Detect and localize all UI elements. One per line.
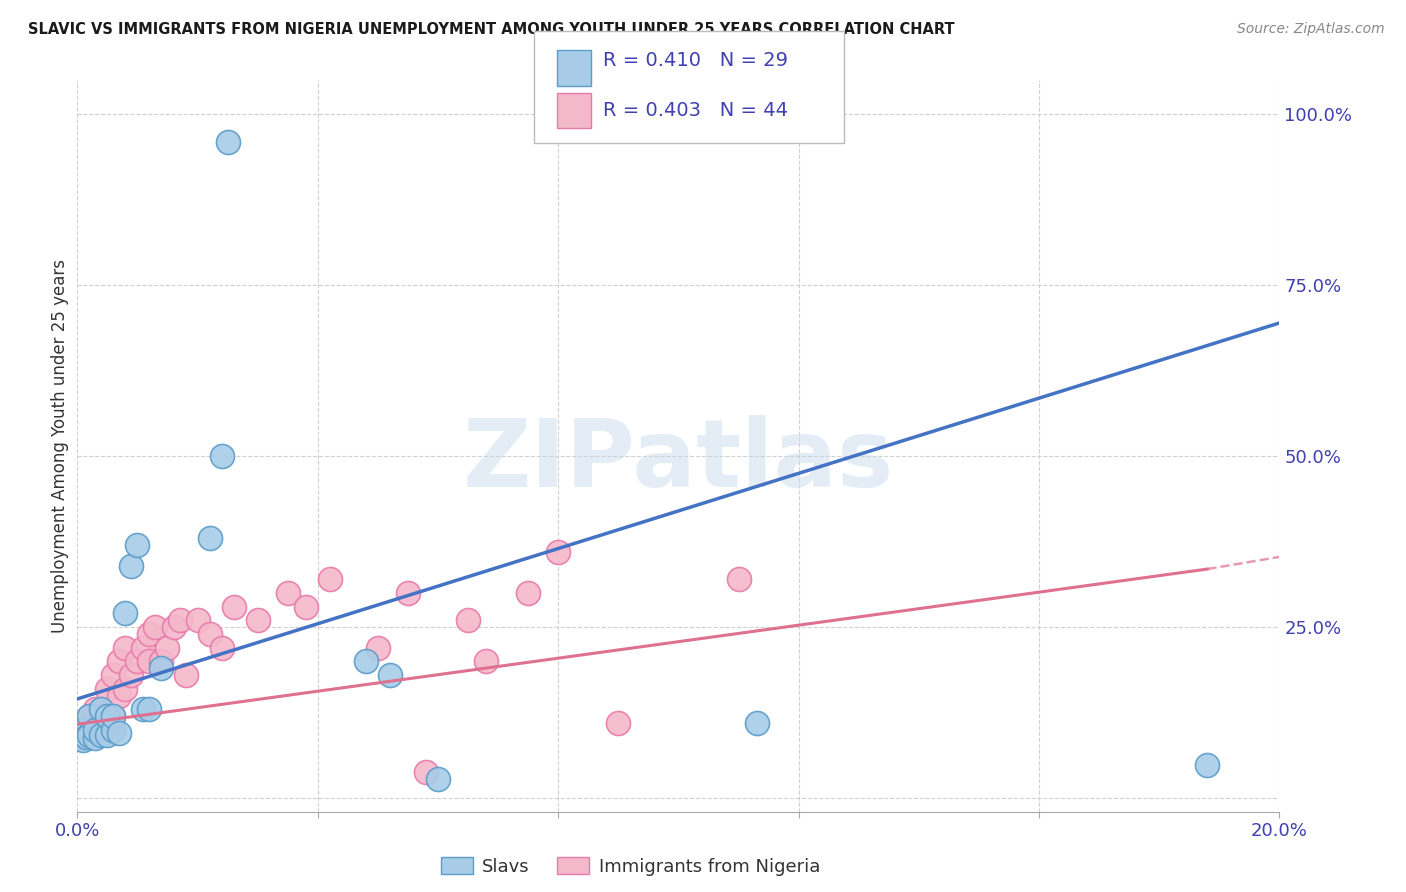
Point xyxy=(127,654,149,668)
Point xyxy=(90,702,112,716)
Point xyxy=(96,709,118,723)
Point xyxy=(1197,758,1219,772)
Text: SLAVIC VS IMMIGRANTS FROM NIGERIA UNEMPLOYMENT AMONG YOUTH UNDER 25 YEARS CORREL: SLAVIC VS IMMIGRANTS FROM NIGERIA UNEMPL… xyxy=(28,22,955,37)
Point xyxy=(354,654,377,668)
Point xyxy=(156,640,179,655)
Point xyxy=(72,726,94,740)
Point xyxy=(114,607,136,621)
Point xyxy=(79,728,101,742)
Point xyxy=(145,620,167,634)
Point xyxy=(108,689,131,703)
Point xyxy=(138,627,160,641)
Point xyxy=(607,715,630,730)
Point xyxy=(79,709,101,723)
Point xyxy=(84,702,107,716)
Point xyxy=(90,709,112,723)
Point xyxy=(96,709,118,723)
Point xyxy=(120,558,142,573)
Point xyxy=(187,613,209,627)
Point xyxy=(72,733,94,747)
Point xyxy=(745,715,768,730)
Point xyxy=(396,586,419,600)
Point xyxy=(103,723,125,737)
Point xyxy=(75,730,97,744)
Text: R = 0.403   N = 44: R = 0.403 N = 44 xyxy=(603,101,789,120)
Point xyxy=(169,613,191,627)
Point xyxy=(103,709,125,723)
Point xyxy=(127,538,149,552)
Text: Source: ZipAtlas.com: Source: ZipAtlas.com xyxy=(1237,22,1385,37)
Point xyxy=(79,723,101,737)
Point xyxy=(319,572,342,586)
Point xyxy=(84,731,107,745)
Point xyxy=(96,681,118,696)
Point xyxy=(150,661,173,675)
Point xyxy=(69,731,91,745)
Point xyxy=(72,723,94,737)
Point xyxy=(367,640,389,655)
Point xyxy=(162,620,184,634)
Point xyxy=(108,654,131,668)
Point xyxy=(132,640,155,655)
Point xyxy=(150,654,173,668)
Point xyxy=(174,668,197,682)
Point xyxy=(727,572,749,586)
Point xyxy=(217,135,239,149)
Text: ZIPatlas: ZIPatlas xyxy=(463,415,894,507)
Y-axis label: Unemployment Among Youth under 25 years: Unemployment Among Youth under 25 years xyxy=(51,259,69,633)
Point xyxy=(120,668,142,682)
Point xyxy=(79,709,101,723)
Point xyxy=(114,640,136,655)
Point xyxy=(198,531,221,545)
Point xyxy=(84,723,107,737)
Legend: Slavs, Immigrants from Nigeria: Slavs, Immigrants from Nigeria xyxy=(433,850,827,883)
Point xyxy=(378,668,401,682)
Point xyxy=(222,599,245,614)
Point xyxy=(108,726,131,740)
Point xyxy=(457,613,479,627)
Point xyxy=(517,586,540,600)
Point xyxy=(427,772,450,786)
Point xyxy=(103,709,125,723)
Point xyxy=(132,702,155,716)
Point xyxy=(84,723,107,737)
Point xyxy=(475,654,498,668)
Point xyxy=(246,613,269,627)
Point xyxy=(415,765,437,780)
Point xyxy=(90,728,112,742)
Point xyxy=(138,654,160,668)
Point xyxy=(198,627,221,641)
Point xyxy=(90,723,112,737)
Point xyxy=(277,586,299,600)
Point xyxy=(114,681,136,696)
Point xyxy=(547,545,569,559)
Point xyxy=(103,668,125,682)
Text: R = 0.410   N = 29: R = 0.410 N = 29 xyxy=(603,51,789,70)
Point xyxy=(211,640,233,655)
Point xyxy=(294,599,316,614)
Point xyxy=(69,726,91,740)
Point xyxy=(138,702,160,716)
Point xyxy=(211,449,233,463)
Point xyxy=(96,728,118,742)
